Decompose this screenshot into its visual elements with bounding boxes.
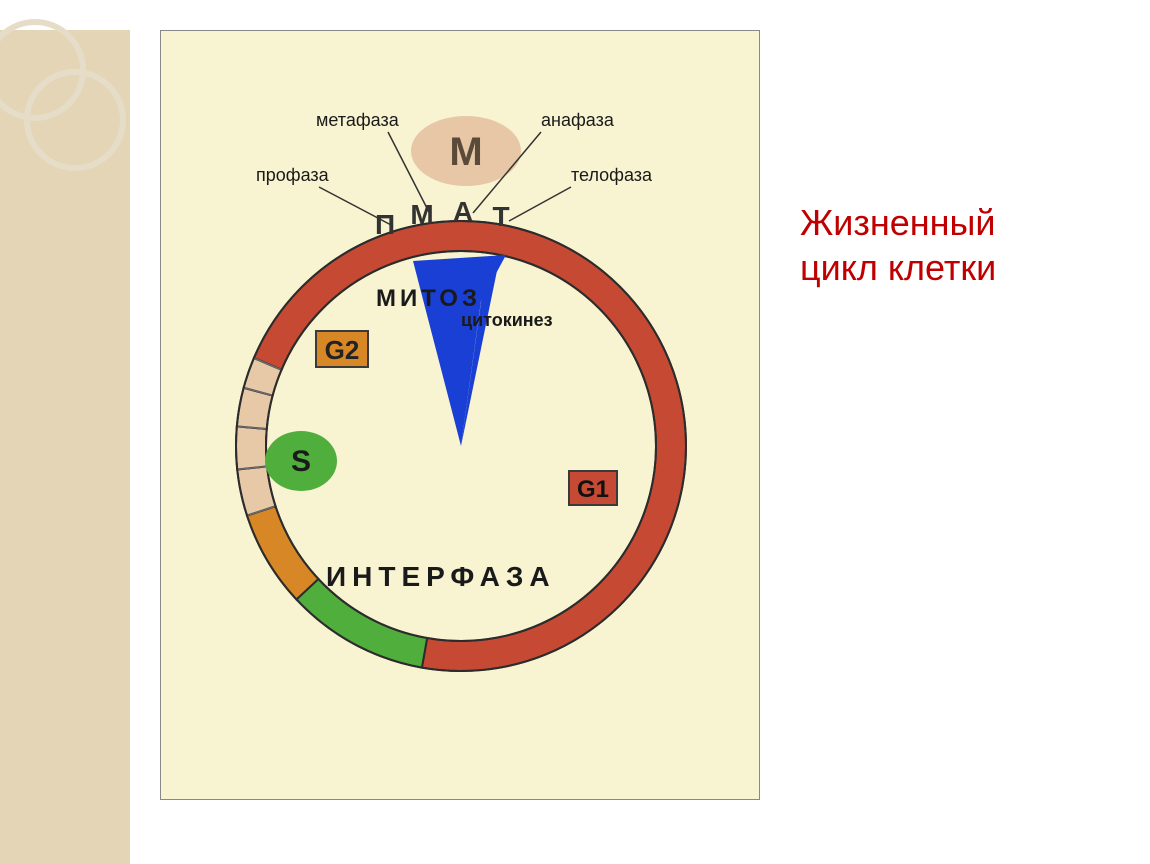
callout-профаза: профаза [256,165,330,185]
deco-svg [0,0,160,864]
ring-letter: Т [492,201,509,232]
diagram-panel: МИТОЗцитокинезИНТЕРФАЗАПМАТМпрофазаметаф… [160,30,760,800]
callout-метафаза: метафаза [316,110,400,130]
label-митоз: МИТОЗ [376,285,481,312]
slide: { "title": "Жизненный\nцикл клетки", "ti… [0,0,1150,864]
label-цитокинез: цитокинез [461,310,553,330]
badge-text-s: S [291,445,311,478]
callout-телофаза: телофаза [571,165,653,185]
left-decoration [0,0,150,864]
ring-letter: П [375,209,395,240]
slide-title: Жизненныйцикл клетки [800,200,996,290]
m-phase-label: М [449,130,482,174]
label-интерфаза: ИНТЕРФАЗА [326,561,556,592]
cell-cycle-diagram: МИТОЗцитокинезИНТЕРФАЗАПМАТМпрофазаметаф… [161,31,761,801]
arc-g2 [247,506,318,599]
title-line: цикл клетки [800,245,996,290]
callout-line [509,187,571,221]
callout-line [319,187,393,226]
title-line: Жизненный [800,200,996,245]
ring-letter: А [453,196,473,227]
arc-m-m [236,426,267,469]
badge-text-g2: G2 [325,335,360,365]
callout-анафаза: анафаза [541,110,615,130]
arc-s [296,579,427,668]
badge-text-g1: G1 [577,476,609,503]
